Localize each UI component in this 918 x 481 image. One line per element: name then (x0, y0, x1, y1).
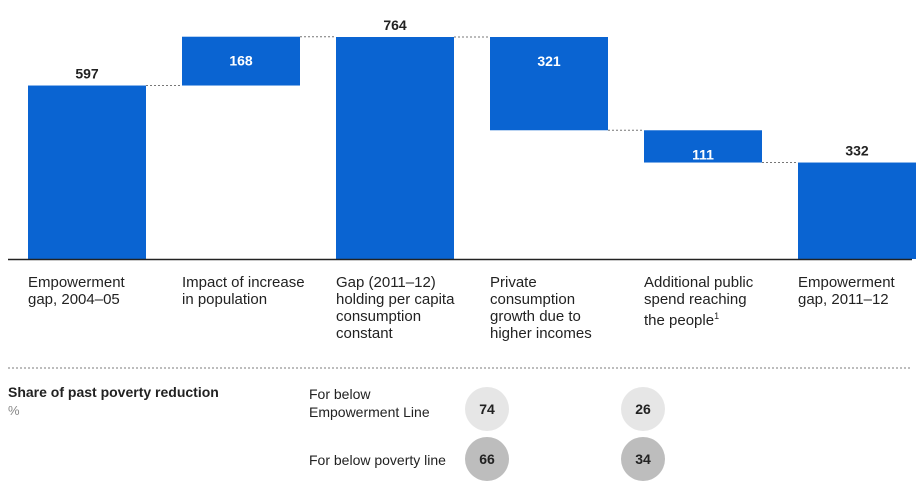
category-label-0: Empowerment gap, 2004–05 (28, 274, 125, 308)
share-row-label-empowerment: For below Empowerment Line (309, 386, 430, 420)
category-label-4: Additional public spend reaching the peopl… (644, 274, 754, 329)
bar-1 (182, 36, 300, 86)
share-row-label-poverty: For below poverty line (309, 452, 446, 468)
share-bubble-empowerment-private: 74 (465, 387, 509, 431)
share-bubble-empowerment-public: 26 (621, 387, 665, 431)
bar-3 (490, 37, 608, 131)
category-label-5: Empowerment gap, 2011–12 (798, 274, 895, 308)
bar-value-label-2: 764 (383, 17, 407, 33)
bar-value-label-1: 168 (229, 53, 253, 69)
bar-2 (336, 37, 454, 259)
waterfall-chart: 597 168 764 321 111 332 (8, 17, 916, 261)
share-unit: % (8, 403, 20, 418)
bar-value-label-5: 332 (845, 143, 869, 159)
section-divider (8, 367, 910, 369)
share-title: Share of past poverty reduction (8, 384, 219, 400)
bar-5 (798, 162, 916, 259)
category-label-2: Gap (2011–12) holding per capita consumpti… (336, 274, 455, 342)
bar-value-label-3: 321 (537, 53, 561, 69)
category-label-3: Private consumption growth due to higher in… (490, 274, 592, 342)
category-label-1: Impact of increase in population (182, 274, 305, 308)
bar-value-label-0: 597 (75, 66, 99, 82)
share-bubble-poverty-public: 34 (621, 437, 665, 481)
bar-0 (28, 85, 146, 259)
bar-4 (644, 130, 762, 163)
share-bubble-poverty-private: 66 (465, 437, 509, 481)
bar-value-label-4: 111 (692, 146, 714, 162)
